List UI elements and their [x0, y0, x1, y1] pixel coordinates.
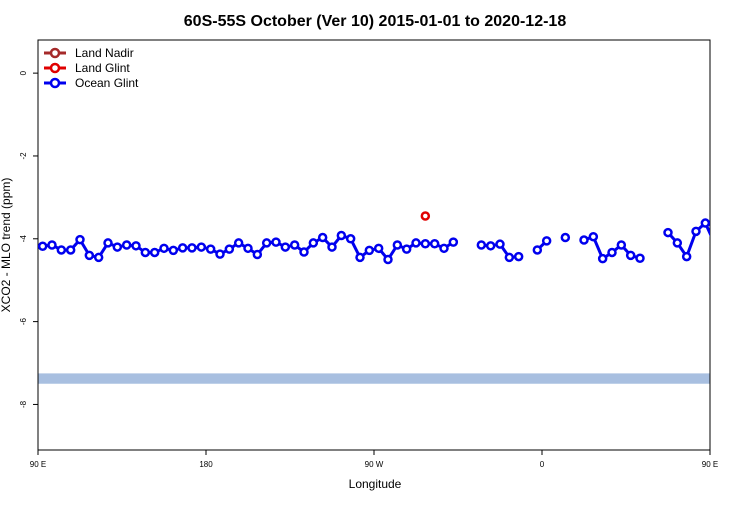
ocean-glint-point [254, 251, 261, 258]
ocean-glint-point [730, 242, 737, 249]
ocean-glint-point [441, 245, 448, 252]
x-tick-label: 180 [199, 460, 213, 469]
ocean-glint-point [179, 244, 186, 251]
legend-marker-ocean-glint [51, 79, 59, 87]
ocean-glint-point [534, 246, 541, 253]
ocean-glint-point [142, 249, 149, 256]
legend-label-ocean-glint: Ocean Glint [75, 76, 139, 90]
legend-label-land-glint: Land Glint [75, 61, 130, 75]
x-axis-label: Longitude [349, 477, 402, 491]
y-axis-label: XCO2 - MLO trend (ppm) [0, 178, 13, 313]
ocean-glint-point [721, 243, 728, 250]
ocean-glint-point [67, 246, 74, 253]
chart-title: 60S-55S October (Ver 10) 2015-01-01 to 2… [184, 13, 567, 30]
ocean-glint-point [198, 244, 205, 251]
ocean-glint-point [618, 242, 625, 249]
legend-marker-land-nadir [51, 49, 59, 57]
ocean-glint-point [58, 246, 65, 253]
ocean-glint-point [319, 234, 326, 241]
ocean-glint-point [245, 245, 252, 252]
ocean-glint-point [665, 229, 672, 236]
y-tick-label: -6 [19, 318, 28, 326]
ocean-glint-point [487, 242, 494, 249]
ocean-glint-point [590, 233, 597, 240]
ocean-glint-point [189, 244, 196, 251]
ocean-glint-point [329, 244, 336, 251]
ocean-glint-point [403, 246, 410, 253]
ocean-glint-point [515, 253, 522, 260]
ocean-glint-point [478, 242, 485, 249]
ocean-glint-point [366, 247, 373, 254]
legend-label-land-nadir: Land Nadir [75, 46, 134, 60]
ocean-glint-point [357, 254, 364, 261]
x-tick-label: 90 E [30, 460, 46, 469]
ocean-glint-point [95, 254, 102, 261]
ocean-glint-point [385, 256, 392, 263]
ocean-glint-point [338, 232, 345, 239]
ocean-glint-point [637, 255, 644, 262]
ocean-glint-point [310, 239, 317, 246]
ocean-glint-point [291, 242, 298, 249]
ocean-glint-point [450, 239, 457, 246]
ocean-glint-point [711, 240, 718, 247]
ocean-glint-point [347, 235, 354, 242]
y-tick-label: 0 [19, 70, 28, 75]
ocean-glint-point [562, 234, 569, 241]
ocean-glint-point [133, 242, 140, 249]
ocean-glint-point [273, 239, 280, 246]
ocean-glint-point [77, 236, 84, 243]
ocean-glint-point [506, 254, 513, 261]
ocean-glint-point [86, 252, 93, 259]
ocean-glint-point [599, 255, 606, 262]
ocean-glint-point [170, 247, 177, 254]
ocean-glint-point [627, 252, 634, 259]
ocean-glint-point [702, 220, 709, 227]
x-tick-label: 0 [540, 460, 545, 469]
legend-marker-land-glint [51, 64, 59, 72]
y-tick-label: -2 [19, 152, 28, 160]
data-layer [39, 213, 750, 263]
ocean-glint-point [422, 240, 429, 247]
ocean-glint-point [49, 242, 56, 249]
ocean-glint-point [394, 242, 401, 249]
ocean-glint-point [151, 249, 158, 256]
y-tick-label: -8 [19, 400, 28, 408]
ocean-glint-point [207, 246, 214, 253]
y-tick-label: -4 [19, 235, 28, 243]
x-tick-label: 90 E [702, 460, 718, 469]
land-glint-point [422, 213, 429, 220]
ocean-glint-point [105, 239, 112, 246]
ocean-glint-point [693, 228, 700, 235]
ocean-glint-point [226, 246, 233, 253]
ocean-glint-point [235, 239, 242, 246]
ocean-glint-point [114, 244, 121, 251]
ocean-glint-point [39, 243, 46, 250]
ocean-glint-point [282, 244, 289, 251]
ocean-glint-point [581, 237, 588, 244]
reference-band [38, 373, 710, 383]
ocean-glint-point [413, 239, 420, 246]
ocean-glint-point [263, 239, 270, 246]
x-tick-label: 90 W [365, 460, 384, 469]
ocean-glint-point [301, 249, 308, 256]
ocean-glint-point [609, 249, 616, 256]
ocean-glint-point [543, 237, 550, 244]
ocean-glint-point [739, 248, 746, 255]
ocean-glint-point [431, 240, 438, 247]
ocean-glint-point [161, 245, 168, 252]
ocean-glint-point [217, 251, 224, 258]
ocean-glint-point [497, 241, 504, 248]
ocean-glint-point [674, 239, 681, 246]
ocean-glint-point [123, 242, 130, 249]
ocean-glint-point [375, 245, 382, 252]
ocean-glint-point [683, 253, 690, 260]
